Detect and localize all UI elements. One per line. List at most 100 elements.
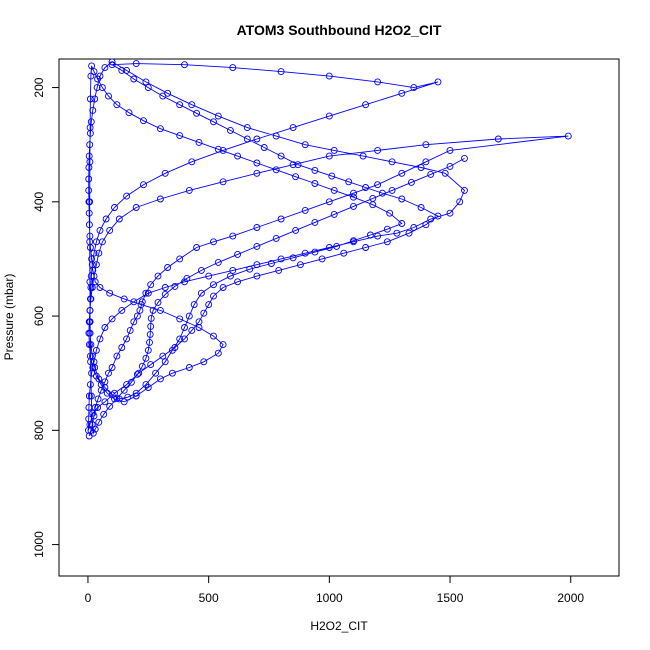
data-point (181, 335, 188, 343)
data-point (388, 186, 396, 194)
data-point (446, 162, 454, 170)
data-point (461, 154, 468, 162)
data-point (96, 284, 104, 291)
data-point (98, 84, 106, 92)
data-point (456, 198, 464, 206)
data-point (190, 301, 198, 309)
data-point (185, 186, 193, 194)
data-point (159, 92, 167, 100)
data-point (388, 158, 396, 166)
data-point (294, 161, 302, 169)
data-point (272, 234, 280, 242)
data-point (340, 249, 348, 257)
data-point (369, 194, 377, 202)
data-point (176, 335, 184, 343)
data-point (101, 398, 109, 406)
data-point (219, 178, 227, 186)
data-point (296, 261, 304, 269)
data-point (149, 306, 157, 314)
data-point (144, 346, 152, 354)
data-point (161, 284, 169, 291)
data-point (133, 370, 141, 378)
data-point (422, 221, 430, 229)
chart-title: ATOM3 Southbound H2O2_CIT (237, 22, 442, 38)
data-point (154, 298, 162, 306)
data-point (108, 58, 116, 66)
data-point (277, 152, 285, 160)
data-point (267, 260, 275, 267)
data-point (301, 206, 309, 214)
data-point (311, 248, 319, 256)
data-point (118, 66, 126, 74)
data-point (144, 84, 152, 92)
data-point (92, 238, 100, 246)
data-point (176, 255, 184, 263)
data-point (318, 255, 326, 263)
data-point (446, 209, 454, 217)
data-point (214, 112, 222, 120)
data-point (101, 64, 109, 72)
data-point (441, 169, 449, 177)
data-point (111, 204, 118, 211)
data-point (292, 173, 300, 181)
data-point (410, 84, 418, 92)
data-point (405, 229, 413, 237)
data-point (161, 169, 169, 177)
data-point (434, 212, 442, 220)
data-point (86, 124, 94, 132)
data-point (325, 244, 333, 251)
data-point (94, 75, 102, 83)
data-point (87, 392, 95, 400)
data-point (103, 389, 111, 397)
data-point (277, 215, 285, 223)
data-point (325, 72, 333, 80)
data-point (374, 146, 382, 154)
data-point (156, 195, 164, 203)
data-point (188, 101, 196, 109)
data-point (446, 146, 454, 154)
data-point (253, 169, 261, 177)
data-point (108, 364, 116, 371)
data-point (195, 138, 203, 146)
data-point (210, 332, 217, 340)
data-point (91, 278, 99, 286)
data-point (120, 398, 128, 406)
data-point (350, 202, 357, 210)
data-point (275, 266, 283, 274)
data-point (345, 178, 353, 186)
data-point (85, 221, 93, 229)
data-point (205, 301, 213, 309)
data-point (461, 186, 468, 194)
data-point (386, 209, 394, 217)
x-axis-label: H2O2_CIT (310, 619, 368, 633)
data-point (330, 186, 338, 194)
data-point (176, 101, 184, 109)
data-point (234, 250, 242, 258)
data-point (108, 315, 116, 323)
data-point (86, 141, 94, 149)
data-point (183, 274, 191, 282)
data-point (92, 346, 100, 354)
data-point (96, 335, 104, 343)
data-point (105, 92, 112, 100)
data-point (152, 369, 160, 377)
data-point (144, 289, 152, 297)
data-point (197, 266, 205, 274)
data-point (427, 215, 435, 223)
data-point (94, 404, 102, 411)
data-point (272, 166, 280, 174)
data-point (113, 394, 121, 402)
data-point (374, 181, 382, 189)
data-point (417, 164, 425, 171)
data-point (101, 384, 109, 391)
data-point (95, 375, 103, 383)
data-point (200, 309, 208, 317)
data-point (200, 358, 208, 366)
data-point (350, 193, 357, 201)
data-point (127, 378, 135, 386)
data-point (185, 312, 193, 320)
data-point (159, 352, 167, 360)
data-point (214, 349, 222, 357)
data-point (362, 244, 370, 251)
data-point (137, 301, 145, 309)
